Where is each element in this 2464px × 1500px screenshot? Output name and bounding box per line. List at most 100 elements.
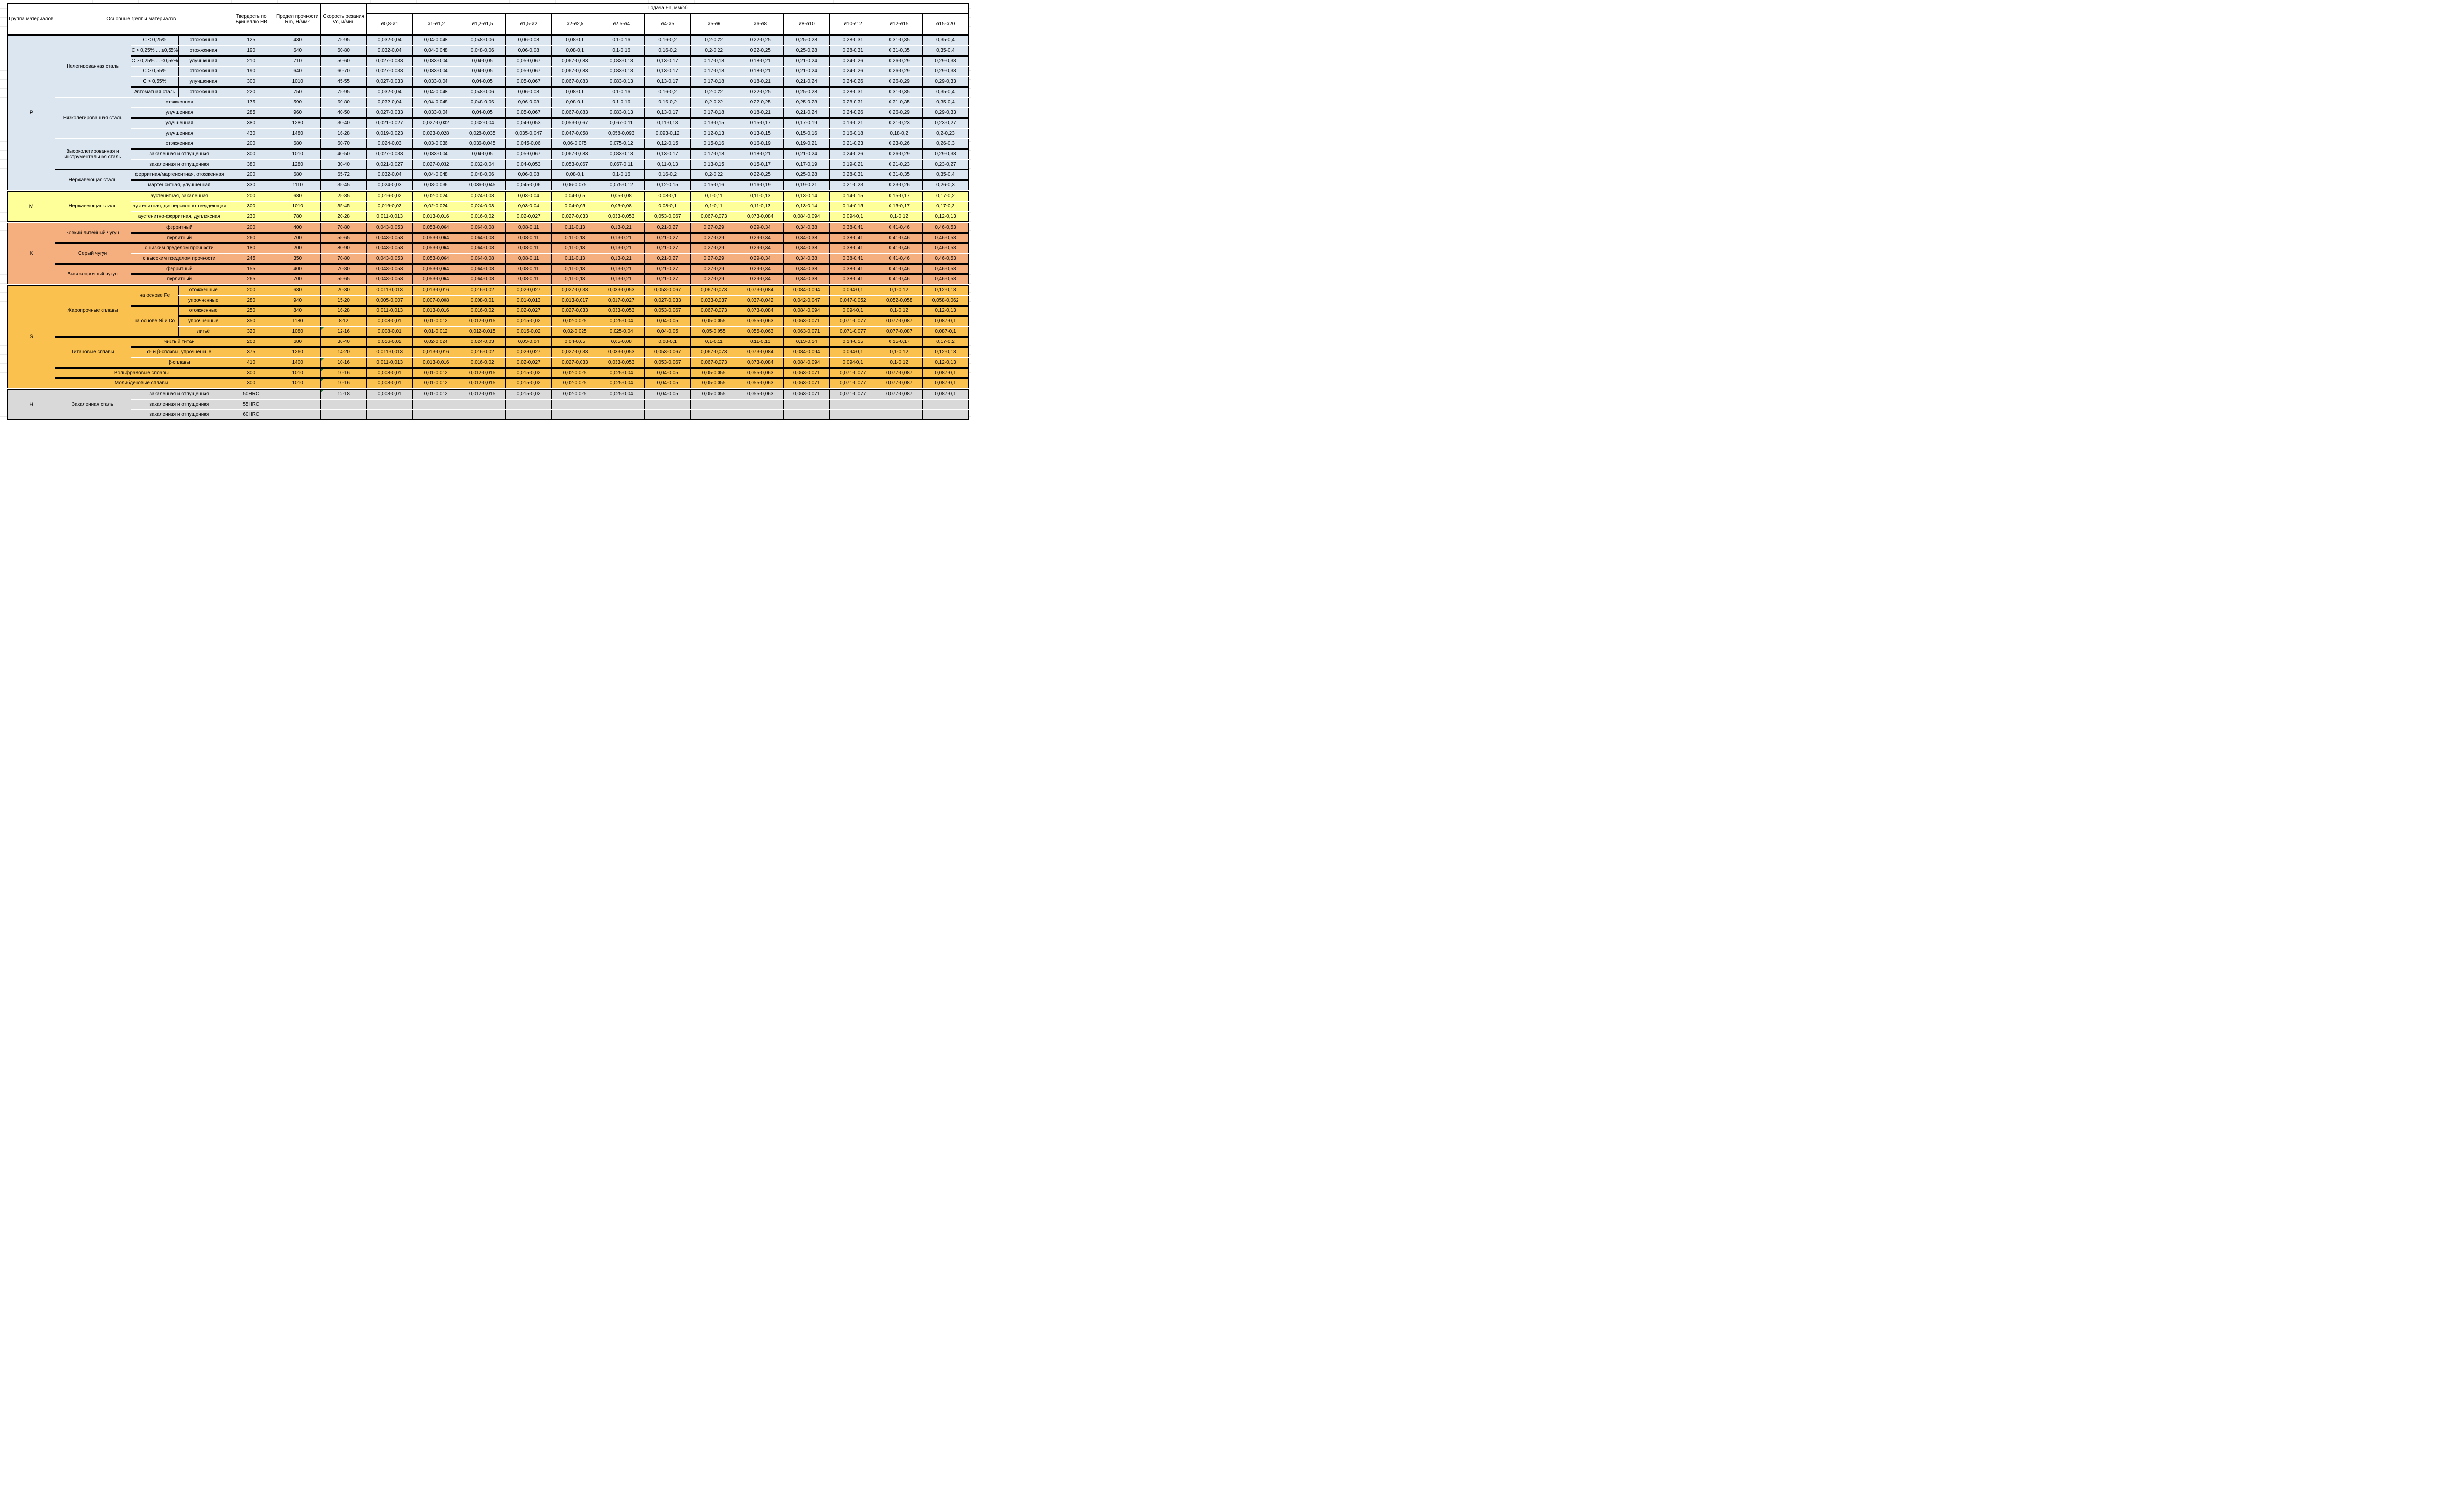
cell-hardness-hb[interactable]: 375 [228,347,275,358]
cell-feed-value[interactable]: 0,083-0,13 [598,149,645,160]
cell-feed-value[interactable]: 0,05-0,08 [598,337,645,348]
cell-feed-value[interactable]: 0,067-0,083 [551,107,599,119]
cell-feed-value[interactable]: 0,053-0,067 [551,118,599,129]
cell-feed-value[interactable]: 0,033-0,053 [598,357,645,369]
cell-feed-value[interactable]: 0,027-0,033 [366,56,413,67]
cell-feed-value[interactable]: 0,12-0,15 [644,138,691,150]
cell-feed-value[interactable]: 0,41-0,46 [876,264,923,275]
cell-material-family[interactable]: Нелегированная сталь [54,35,131,98]
cell-feed-value[interactable]: 0,26-0,3 [922,180,969,192]
cell-feed-value[interactable]: 0,083-0,13 [598,66,645,77]
cell-speed-vc[interactable]: 35-45 [320,180,367,192]
cell-feed-value[interactable]: 0,21-0,27 [644,253,691,265]
cell-feed-value[interactable]: 0,048-0,06 [459,45,506,57]
cell-material-state[interactable]: отожженная [178,87,229,98]
cell-feed-value[interactable]: 0,02-0,024 [412,337,460,348]
cell-material-sub[interactable]: C > 0,25% ... ≤0,55% [130,56,179,67]
cell-feed-value[interactable] [876,399,923,410]
cell-feed-value[interactable]: 0,21-0,27 [644,264,691,275]
cell-feed-value[interactable]: 0,13-0,14 [783,201,830,212]
cell-feed-value[interactable]: 0,032-0,04 [459,159,506,170]
cell-strength-rm[interactable]: 1480 [274,128,321,139]
cell-hardness-hb[interactable]: 320 [228,326,275,338]
cell-feed-value[interactable]: 0,11-0,13 [551,253,599,265]
cell-feed-value[interactable]: 0,037-0,042 [737,295,784,307]
cell-feed-value[interactable]: 0,04-0,048 [412,170,460,181]
cell-feed-value[interactable]: 0,027-0,033 [366,66,413,77]
cell-speed-vc[interactable]: 8-12 [320,316,367,327]
cell-hardness-hb[interactable]: 250 [228,306,275,317]
cell-feed-value[interactable]: 0,22-0,25 [737,97,784,108]
cell-feed-value[interactable]: 0,46-0,53 [922,233,969,244]
cell-feed-value[interactable]: 0,05-0,055 [690,378,738,390]
cell-material-state[interactable]: отожженные [178,284,229,296]
cell-feed-value[interactable]: 0,024-0,03 [366,138,413,150]
header-diameter-range[interactable]: ø2,5-ø4 [598,13,645,36]
cell-feed-value[interactable]: 0,01-0,012 [412,368,460,379]
cell-feed-value[interactable]: 0,16-0,2 [644,45,691,57]
cell-feed-value[interactable]: 0,13-0,15 [690,118,738,129]
cell-feed-value[interactable]: 0,024-0,03 [459,337,506,348]
cell-material-state[interactable]: закаленная и отпущенная [130,388,229,400]
cell-feed-value[interactable]: 0,016-0,02 [366,201,413,212]
cell-speed-vc[interactable]: 40-50 [320,149,367,160]
cell-feed-value[interactable]: 0,04-0,053 [505,159,552,170]
cell-feed-value[interactable]: 0,04-0,05 [459,66,506,77]
header-diameter-range[interactable]: ø10-ø12 [829,13,877,36]
cell-speed-vc[interactable]: 65-72 [320,170,367,181]
cell-hardness-hb[interactable]: 260 [228,233,275,244]
cell-feed-value[interactable]: 0,35-0,4 [922,35,969,46]
cell-material-sub[interactable]: C > 0,55% [130,76,179,88]
header-diameter-range[interactable]: ø4-ø5 [644,13,691,36]
cell-material-state[interactable]: ферритный [130,222,229,234]
cell-material-sub[interactable]: C > 0,25% ... ≤0,55% [130,45,179,57]
cell-material-family[interactable]: Серый чугун [54,243,131,265]
cell-strength-rm[interactable]: 1010 [274,201,321,212]
cell-feed-value[interactable]: 0,35-0,4 [922,87,969,98]
cell-strength-rm[interactable]: 400 [274,222,321,234]
cell-feed-value[interactable]: 0,38-0,41 [829,264,877,275]
cell-hardness-hb[interactable]: 410 [228,357,275,369]
cell-feed-value[interactable]: 0,46-0,53 [922,222,969,234]
cell-feed-value[interactable]: 0,05-0,067 [505,76,552,88]
cell-feed-value[interactable]: 0,13-0,17 [644,76,691,88]
cell-feed-value[interactable]: 0,02-0,025 [551,388,599,400]
cell-feed-value[interactable]: 0,16-0,18 [829,128,877,139]
cell-strength-rm[interactable]: 1400 [274,357,321,369]
cell-feed-value[interactable]: 0,045-0,06 [505,138,552,150]
cell-feed-value[interactable]: 0,17-0,18 [690,76,738,88]
cell-feed-value[interactable]: 0,03-0,04 [505,337,552,348]
cell-feed-value[interactable]: 0,1-0,11 [690,337,738,348]
cell-hardness-hb[interactable]: 380 [228,159,275,170]
cell-feed-value[interactable]: 0,41-0,46 [876,274,923,286]
cell-feed-value[interactable]: 0,067-0,073 [690,357,738,369]
cell-feed-value[interactable]: 0,11-0,13 [551,233,599,244]
cell-feed-value[interactable]: 0,04-0,05 [644,368,691,379]
cell-material-state[interactable]: улучшенная [178,76,229,88]
cell-material-family[interactable]: Ковкий литейный чугун [54,222,131,244]
cell-feed-value[interactable]: 0,094-0,1 [829,284,877,296]
cell-speed-vc[interactable]: 30-40 [320,159,367,170]
header-diameter-range[interactable]: ø0,8-ø1 [366,13,413,36]
cell-hardness-hb[interactable]: 245 [228,253,275,265]
cell-feed-value[interactable] [412,409,460,421]
cell-feed-value[interactable]: 0,29-0,34 [737,233,784,244]
cell-material-state[interactable]: аустенитная, дисперсионно твердеющая [130,201,229,212]
cell-feed-value[interactable]: 0,083-0,13 [598,107,645,119]
cell-feed-value[interactable]: 0,01-0,012 [412,316,460,327]
cell-feed-value[interactable]: 0,34-0,38 [783,253,830,265]
cell-feed-value[interactable]: 0,016-0,02 [459,211,506,223]
cell-feed-value[interactable]: 0,008-0,01 [366,326,413,338]
cell-feed-value[interactable]: 0,033-0,04 [412,76,460,88]
cell-feed-value[interactable]: 0,017-0,027 [598,295,645,307]
cell-feed-value[interactable]: 0,053-0,064 [412,243,460,254]
cell-feed-value[interactable]: 0,008-0,01 [366,368,413,379]
cell-feed-value[interactable]: 0,035-0,047 [505,128,552,139]
cell-feed-value[interactable]: 0,027-0,032 [412,118,460,129]
cell-feed-value[interactable]: 0,05-0,067 [505,56,552,67]
cell-feed-value[interactable]: 0,13-0,14 [783,337,830,348]
cell-feed-value[interactable]: 0,043-0,053 [366,274,413,286]
cell-feed-value[interactable]: 0,17-0,2 [922,337,969,348]
cell-feed-value[interactable]: 0,1-0,16 [598,170,645,181]
cell-feed-value[interactable]: 0,21-0,24 [783,66,830,77]
